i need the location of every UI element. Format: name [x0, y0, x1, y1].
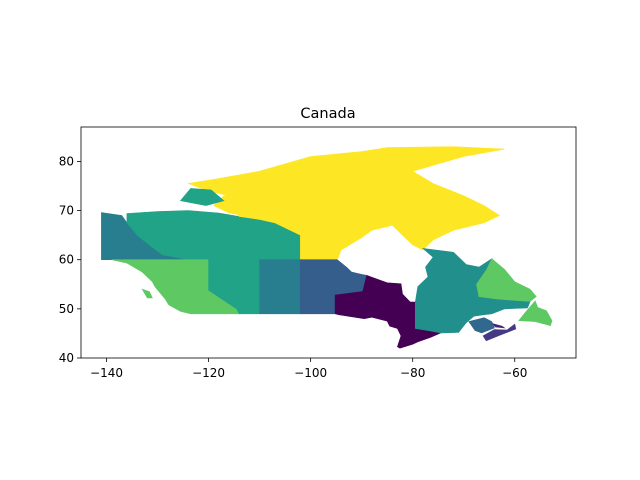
axes-frame: [80, 126, 577, 359]
x-tick-label: −140: [90, 366, 123, 380]
chart-title: Canada: [300, 106, 355, 122]
x-axis-ticks: −140 −120 −100 −80 −60: [90, 358, 527, 380]
region-2: [187, 146, 505, 261]
region-13: [518, 300, 553, 326]
region-3: [213, 193, 307, 219]
region-16: [491, 323, 506, 329]
y-tick-label: 70: [59, 204, 74, 218]
region-15: [482, 323, 517, 342]
region-8: [259, 259, 301, 315]
region-14: [468, 317, 495, 334]
y-tick-label: 80: [59, 154, 74, 168]
region-12: [476, 258, 537, 302]
y-tick-label: 40: [59, 351, 74, 365]
region-4: [179, 188, 225, 206]
y-axis-ticks: 40 50 60 70 80: [59, 154, 81, 365]
x-tick-label: −120: [192, 366, 225, 380]
y-tick-label: 60: [59, 253, 74, 267]
x-tick-label: −100: [294, 366, 327, 380]
y-tick-label: 50: [59, 302, 74, 316]
region-10: [334, 275, 442, 349]
x-tick-label: −60: [502, 366, 527, 380]
map-regions: [101, 146, 553, 349]
region-6: [141, 288, 153, 299]
x-tick-label: −80: [400, 366, 425, 380]
